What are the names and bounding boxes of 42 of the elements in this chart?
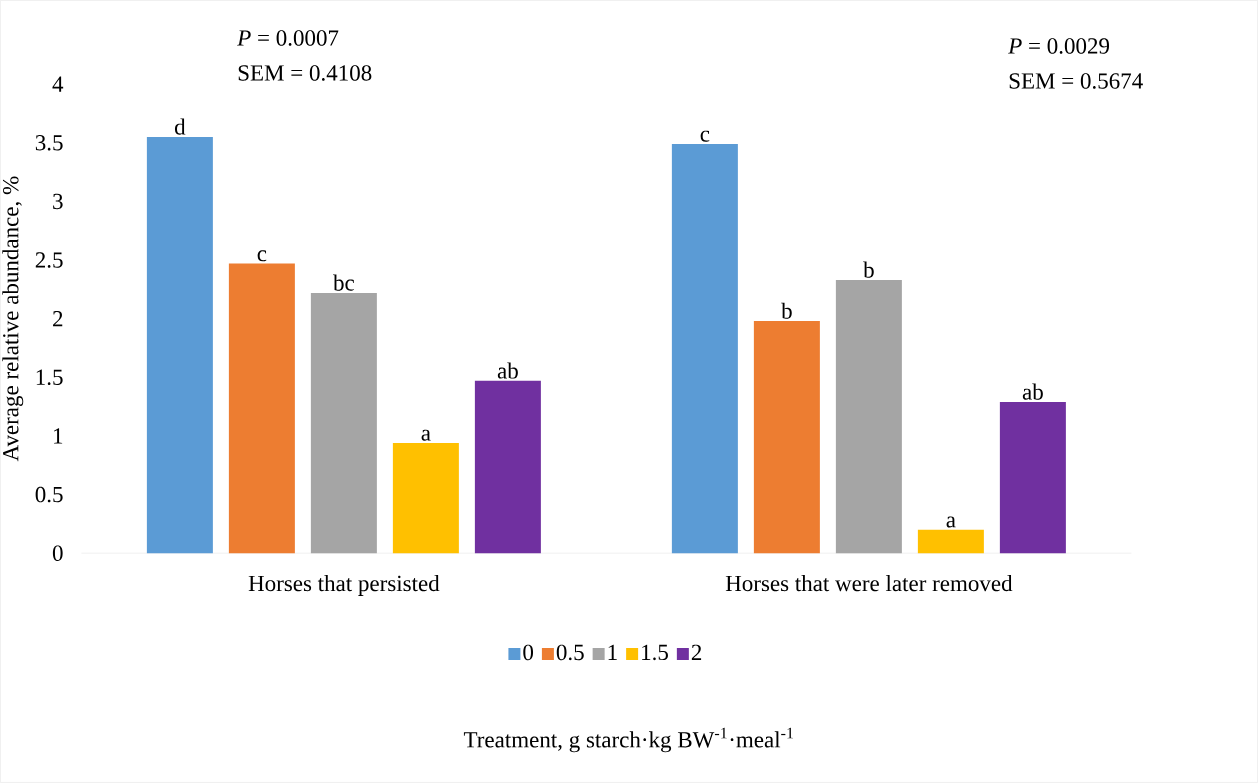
legend-title: Treatment, g starch·kg BW$^{-1}$·meal$^{-1}$ (463, 727, 794, 753)
bar (917, 529, 984, 554)
bar (474, 380, 541, 554)
data-label: b (863, 261, 874, 278)
text: P = 0.0029 (1008, 38, 1110, 54)
data-label: a (421, 429, 431, 441)
data-label: c (700, 130, 710, 142)
y-tick-label: 0 (52, 545, 63, 561)
legend-label: 0 (523, 644, 534, 661)
y-axis-title: Average relative abundance, % (2, 176, 24, 462)
legend-label: 1.5 (642, 644, 668, 661)
annotation: SEM = 0.5674 (1009, 73, 1143, 89)
text: SEM = 0.4108 (238, 65, 372, 81)
y-tick-label: 2 (53, 311, 63, 327)
y-tick-label: 1 (54, 428, 63, 444)
data-label: d (174, 118, 186, 135)
bar (228, 263, 295, 554)
x-tick-label: Horses that were later removed (725, 575, 1013, 592)
data-label: b (781, 302, 792, 319)
data-label: bc (333, 274, 355, 291)
text: P = 0.0007 (237, 30, 339, 46)
legend-label: 1 (608, 644, 617, 660)
data-label: ab (1022, 383, 1043, 400)
legend-label: 0.5 (556, 644, 584, 661)
bar (753, 321, 820, 554)
legend-label: 2 (691, 644, 702, 660)
y-tick-label: 0.5 (35, 486, 63, 503)
bar (310, 292, 377, 554)
data-label: c (257, 250, 267, 262)
y-tick-label: 3.5 (35, 135, 63, 151)
y-tick-label: 2.5 (35, 252, 63, 268)
y-tick-label: 4 (52, 76, 64, 92)
y-tick-label: 3 (53, 193, 63, 210)
y-tick-label: 1.5 (36, 369, 63, 386)
bar (999, 401, 1066, 554)
bar (835, 279, 902, 554)
bar (671, 143, 738, 554)
data-label: ab (497, 362, 518, 379)
bar (392, 442, 459, 554)
x-tick-label: Horses that persisted (248, 575, 440, 596)
data-label: a (946, 516, 956, 528)
bar (146, 136, 213, 554)
